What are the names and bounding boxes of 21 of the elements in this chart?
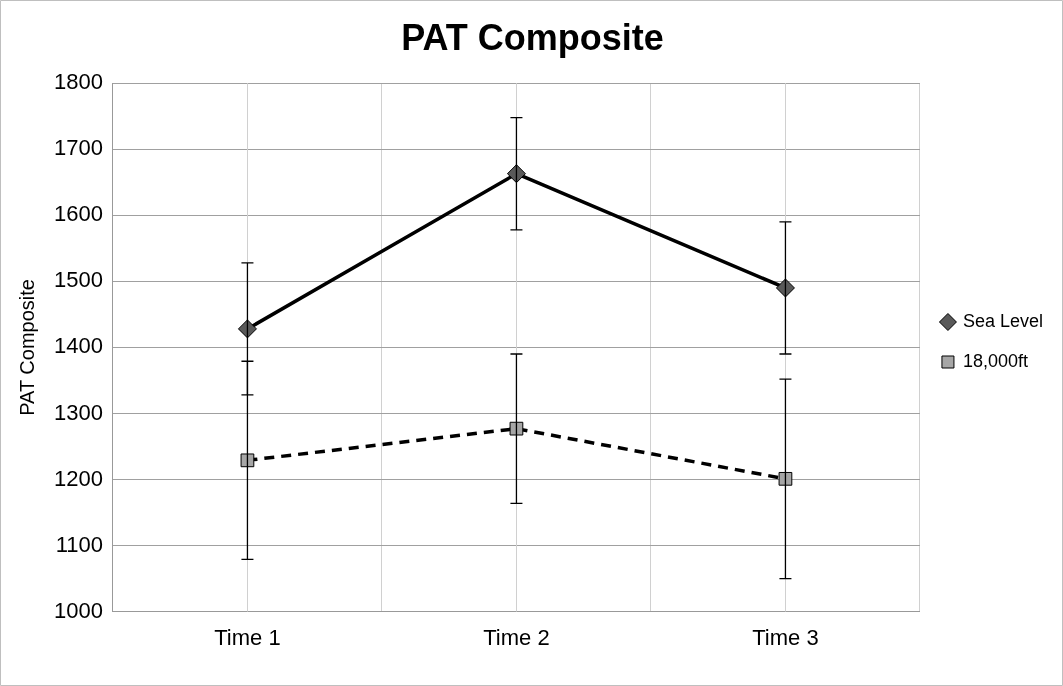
point xyxy=(778,471,793,486)
y-axis-title: PAT Composite xyxy=(15,279,38,416)
legend-label: 18,000ft xyxy=(962,350,1028,371)
x-tick-label: Time 1 xyxy=(214,624,281,650)
point xyxy=(509,421,524,436)
x-tick-label: Time 2 xyxy=(483,624,550,650)
point xyxy=(240,453,255,468)
point xyxy=(237,319,257,339)
y-tick-label: 1000 xyxy=(53,597,103,623)
y-tick-label: 1600 xyxy=(53,201,103,227)
point xyxy=(775,278,795,298)
chart-title: PAT Composite xyxy=(401,16,664,58)
y-tick-label: 1500 xyxy=(53,267,103,293)
y-tick-label: 1300 xyxy=(53,399,103,425)
x-tick-label: Time 3 xyxy=(752,624,819,650)
y-tick-label: 1400 xyxy=(53,333,103,359)
legend-label: Sea Level xyxy=(962,310,1043,331)
y-tick-label: 1700 xyxy=(53,135,103,161)
y-tick-label: 1200 xyxy=(53,465,103,491)
y-tick-label: 1800 xyxy=(53,69,103,95)
y-tick-label: 1100 xyxy=(55,531,103,557)
